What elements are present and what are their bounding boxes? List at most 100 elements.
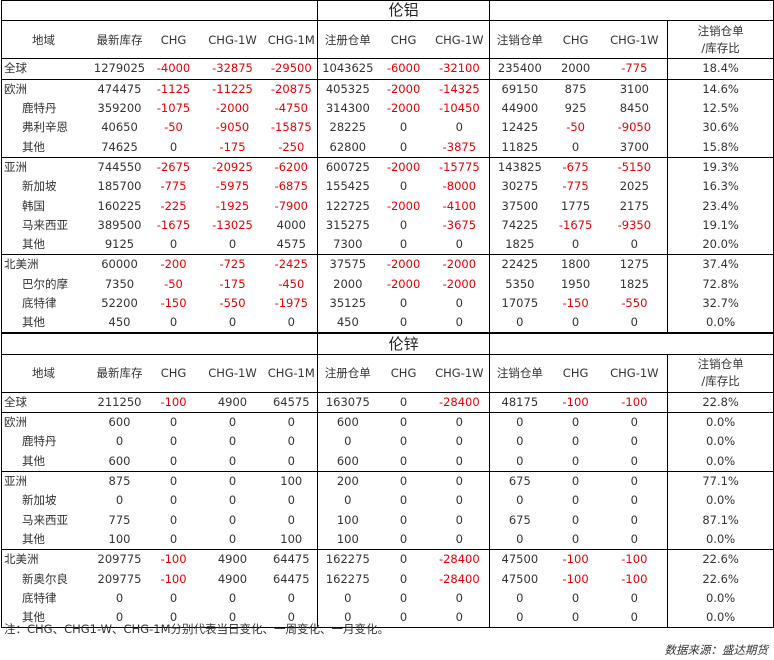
value-cell: -13025: [212, 217, 253, 232]
value-cell: 0: [399, 512, 408, 527]
region-cell: 马来西亚: [1, 510, 92, 530]
value-cell: 3700: [601, 137, 669, 158]
value-cell: -1675: [558, 217, 593, 232]
table-row: 底特律 52200 -150 -550 -1975 35125 0 0 17075 -150 -55…: [1, 293, 774, 314]
table-row: 欧洲 474475 -1125 -11225 -20875 405325 -2000 -143…: [1, 79, 774, 99]
value-cell: 14.6%: [667, 79, 774, 99]
value-cell: 0: [399, 415, 408, 430]
value-cell: 0: [377, 234, 430, 256]
value-cell: 37575: [329, 257, 367, 272]
value-cell: 0: [377, 392, 430, 414]
column-header: CHG: [147, 20, 200, 60]
value-cell: -2675: [156, 159, 191, 174]
value-cell: 0: [169, 474, 178, 489]
value-cell: 0: [265, 432, 319, 452]
value-cell: -28400: [429, 569, 491, 589]
ratio-header-line1: 注销仓单: [697, 357, 744, 372]
value-cell: -10450: [429, 98, 491, 119]
table-row: 韩国 160225 -225 -1925 -7900 122725 -2000 -4100 37…: [1, 196, 774, 216]
region-cell: 鹿特丹: [1, 432, 92, 452]
value-cell: 0: [147, 529, 200, 551]
value-cell: 0: [601, 313, 669, 334]
region-cell: 其他: [1, 313, 92, 334]
value-cell: 0: [147, 313, 200, 334]
value-cell: 600725: [325, 159, 370, 174]
region-cell: 北美洲: [1, 549, 92, 570]
value-cell: 0: [429, 451, 491, 472]
table-row: 全球 211250 -100 4900 64575 163075 0 -28400 48175-…: [1, 392, 774, 414]
value-cell: 0: [265, 608, 319, 629]
value-cell: 2000: [549, 58, 602, 80]
section-title-right-blank: [489, 333, 774, 355]
value-cell: 12.5%: [667, 98, 774, 119]
value-cell: 0: [571, 493, 580, 508]
value-cell: 0: [601, 432, 669, 452]
table-row: 新奥尔良 209775 -100 4900 64475 162275 0 -28400 4750…: [1, 569, 774, 589]
value-cell: 0: [549, 313, 602, 334]
value-cell: 0: [115, 434, 124, 449]
value-cell: 0: [429, 234, 491, 256]
value-cell: 185700: [97, 179, 142, 194]
value-cell: 0: [199, 529, 266, 551]
table-row: 马来西亚 775 0 0 0 100 0 0 675 0 0 87.1%: [1, 510, 774, 530]
value-cell: -100: [549, 392, 602, 414]
column-header: CHG-1W: [601, 20, 669, 60]
value-cell: -4750: [265, 98, 319, 119]
table-row: 其他 450 0 0 0 450 0 0 0 0 0 0.0%: [1, 313, 774, 334]
value-cell: 0: [399, 493, 408, 508]
value-cell: 0: [344, 434, 352, 449]
column-header: 注销仓单: [489, 354, 550, 393]
value-cell: -5975: [215, 179, 250, 194]
value-cell: 0: [601, 529, 669, 551]
value-cell: -32875: [199, 58, 266, 80]
value-cell: 2175: [601, 196, 669, 216]
value-cell: 22.8%: [667, 392, 774, 414]
value-cell: 0: [516, 493, 524, 508]
value-cell: 0: [377, 137, 430, 158]
table-row: 全球 1279025 -4000 -32875 -29500 1043625 -6000 -3…: [1, 58, 774, 80]
value-cell: 0: [429, 118, 491, 138]
value-cell: 0: [265, 588, 319, 609]
region-cell: 其他: [1, 234, 92, 256]
value-cell: 359200: [97, 101, 142, 116]
value-cell: 0: [489, 313, 550, 334]
value-cell: 0: [516, 415, 524, 430]
value-cell: 0: [344, 493, 352, 508]
value-cell: 0: [169, 493, 178, 508]
value-cell: 925: [564, 101, 587, 116]
region-cell: 弗利辛恩: [1, 118, 92, 138]
column-header-row: 地域 最新库存 CHG CHG-1W CHG-1M 注册仓单 CHG CHG-1W 注销仓单 CH…: [1, 354, 774, 393]
value-cell: 0: [516, 434, 524, 449]
region-cell: 新奥尔良: [1, 569, 92, 589]
value-cell: 0: [147, 234, 200, 256]
ratio-header-line1: 注销仓单: [697, 23, 744, 38]
value-cell: -550: [219, 296, 246, 310]
value-cell: 0: [199, 234, 266, 256]
table-row: 底特律 0 0 0 0 0 0 0 0 0 0 0.0%: [1, 588, 774, 609]
value-cell: 0: [228, 590, 237, 605]
value-cell: -200: [160, 257, 187, 272]
value-cell: 0: [571, 512, 580, 527]
value-cell: 0: [429, 491, 491, 511]
value-cell: 0: [549, 451, 602, 472]
value-cell: 4900: [217, 571, 248, 586]
value-cell: -225: [160, 198, 187, 213]
column-header: CHG: [377, 354, 430, 393]
value-cell: 122725: [325, 198, 370, 213]
value-cell: 0.0%: [667, 608, 774, 629]
region-cell: 其他: [1, 608, 92, 629]
region-cell: 新加坡: [1, 491, 92, 511]
value-cell: 0: [399, 571, 408, 586]
value-cell: 0: [399, 474, 408, 489]
value-cell: -100: [160, 571, 187, 586]
value-cell: -100: [147, 392, 200, 414]
value-cell: 1279025: [91, 58, 148, 80]
value-cell: 100: [265, 471, 319, 492]
value-cell: 0: [399, 590, 408, 605]
value-cell: 72.8%: [667, 274, 774, 294]
value-cell: 1775: [560, 198, 591, 213]
value-cell: 0: [549, 608, 602, 629]
value-cell: 0: [265, 412, 319, 433]
value-cell: 35125: [329, 296, 367, 310]
value-cell: 4575: [265, 234, 319, 256]
